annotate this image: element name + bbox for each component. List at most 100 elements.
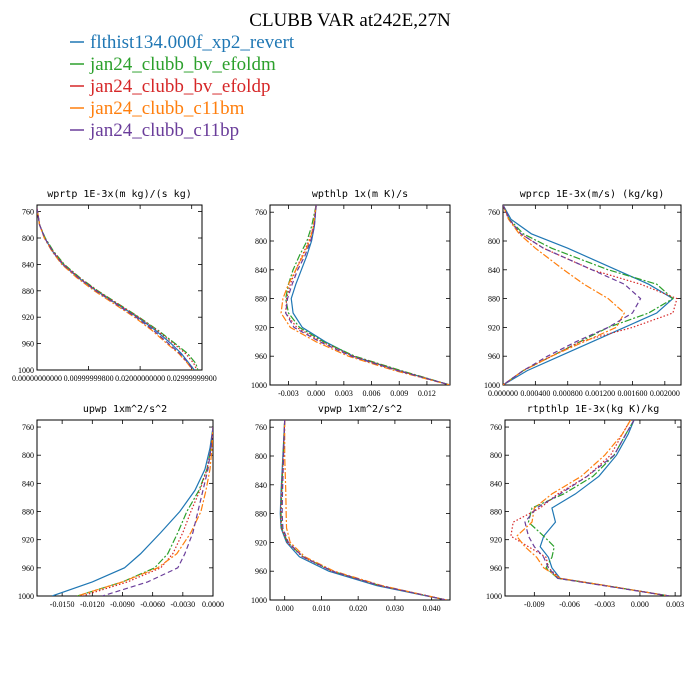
panel-title: upwp 1xm^2/s^2 bbox=[83, 404, 167, 415]
x-tick-label: -0.006 bbox=[559, 600, 580, 609]
series-line bbox=[37, 208, 195, 370]
y-tick-label: 760 bbox=[488, 208, 500, 217]
x-tick-label: -0.003 bbox=[278, 389, 299, 398]
panel-title: wpthlp 1x(m K)/s bbox=[312, 189, 408, 200]
x-tick-label: 0.02000000000 bbox=[115, 374, 165, 383]
y-tick-label: 920 bbox=[255, 538, 267, 547]
y-tick-label: 1000 bbox=[486, 592, 502, 601]
y-tick-label: 960 bbox=[22, 564, 34, 573]
y-tick-label: 880 bbox=[255, 295, 267, 304]
x-tick-label: 0.000800 bbox=[553, 389, 583, 398]
plot-frame bbox=[36, 204, 203, 371]
x-tick-label: 0.000000 bbox=[488, 389, 518, 398]
x-tick-label: 0.003 bbox=[335, 389, 353, 398]
series-line bbox=[539, 420, 670, 596]
x-tick-label: 0.00000000000 bbox=[12, 374, 62, 383]
y-tick-label: 960 bbox=[22, 340, 34, 349]
legend-label: jan24_clubb_bv_efoldp bbox=[89, 76, 270, 97]
x-tick-label: -0.0060 bbox=[140, 600, 165, 609]
y-tick-label: 800 bbox=[255, 237, 267, 246]
x-tick-label: 0.02999999900 bbox=[167, 374, 217, 383]
y-tick-label: 760 bbox=[255, 423, 267, 432]
y-tick-label: 880 bbox=[22, 287, 34, 296]
y-tick-label: 880 bbox=[22, 508, 34, 517]
plot-frame bbox=[269, 204, 451, 386]
x-tick-label: -0.0030 bbox=[170, 600, 195, 609]
series-line bbox=[285, 205, 450, 385]
y-tick-label: 880 bbox=[255, 510, 267, 519]
series-line bbox=[285, 205, 450, 385]
series-line bbox=[503, 205, 674, 385]
x-tick-label: 0.012 bbox=[418, 389, 436, 398]
y-tick-label: 1000 bbox=[251, 596, 267, 605]
series-line bbox=[37, 208, 194, 370]
x-tick-label: 0.020 bbox=[349, 604, 367, 613]
plot-frame bbox=[504, 419, 682, 597]
x-tick-label: 0.003 bbox=[666, 600, 684, 609]
y-tick-label: 800 bbox=[255, 452, 267, 461]
y-tick-label: 960 bbox=[255, 567, 267, 576]
y-tick-label: 840 bbox=[22, 260, 34, 269]
y-tick-label: 880 bbox=[488, 295, 500, 304]
y-tick-label: 800 bbox=[22, 234, 34, 243]
x-tick-label: 0.00999999800 bbox=[64, 374, 114, 383]
panels: wprtp 1E-3x(m kg)/(s kg) 760 800 840 880 920 9… bbox=[12, 189, 684, 613]
panel-3: wprcp 1E-3x(m/s) (kg/kg) 760 800 840 880 920 9… bbox=[484, 189, 682, 398]
y-tick-label: 1000 bbox=[484, 381, 500, 390]
x-tick-label: -0.009 bbox=[524, 600, 545, 609]
y-tick-label: 1000 bbox=[18, 366, 34, 375]
series-line bbox=[37, 208, 199, 370]
series-line bbox=[284, 420, 447, 600]
y-tick-label: 760 bbox=[22, 208, 34, 217]
panel-title: wprtp 1E-3x(m kg)/(s kg) bbox=[47, 189, 192, 200]
y-tick-label: 800 bbox=[488, 237, 500, 246]
series-line bbox=[280, 420, 447, 600]
x-tick-label: 0.006 bbox=[363, 389, 381, 398]
y-tick-label: 960 bbox=[255, 352, 267, 361]
y-tick-label: 760 bbox=[22, 423, 34, 432]
plot-frame bbox=[36, 419, 214, 597]
panel-1: wprtp 1E-3x(m kg)/(s kg) 760 800 840 880 920 9… bbox=[12, 189, 217, 383]
series-line bbox=[51, 426, 213, 596]
legend-label: jan24_clubb_c11bp bbox=[89, 120, 239, 141]
y-tick-label: 920 bbox=[255, 323, 267, 332]
x-tick-label: 0.040 bbox=[423, 604, 441, 613]
x-tick-label: -0.0150 bbox=[50, 600, 75, 609]
series-line bbox=[524, 420, 670, 596]
series-line bbox=[82, 426, 213, 596]
series-line bbox=[281, 420, 447, 600]
x-tick-label: 0.001200 bbox=[585, 389, 615, 398]
series-line bbox=[280, 420, 447, 600]
x-tick-label: 0.009 bbox=[390, 389, 408, 398]
series-line bbox=[527, 420, 670, 596]
legend: flthist134.000f_xp2_revertjan24_clubb_bv… bbox=[70, 32, 295, 141]
figure-title: CLUBB VAR at242E,27N bbox=[249, 10, 451, 31]
y-tick-label: 920 bbox=[22, 313, 34, 322]
plot-frame bbox=[269, 419, 451, 601]
y-tick-label: 840 bbox=[488, 266, 500, 275]
x-tick-label: 0.002000 bbox=[650, 389, 680, 398]
legend-label: jan24_clubb_bv_efoldm bbox=[89, 54, 276, 75]
y-tick-label: 880 bbox=[490, 508, 502, 517]
y-tick-label: 960 bbox=[490, 564, 502, 573]
x-tick-label: 0.0000 bbox=[202, 600, 224, 609]
x-tick-label: -0.0090 bbox=[110, 600, 135, 609]
y-tick-label: 760 bbox=[255, 208, 267, 217]
y-tick-label: 800 bbox=[22, 451, 34, 460]
legend-label: flthist134.000f_xp2_revert bbox=[90, 32, 295, 53]
x-tick-label: 0.010 bbox=[312, 604, 330, 613]
y-tick-label: 920 bbox=[488, 323, 500, 332]
y-tick-label: 840 bbox=[490, 479, 502, 488]
x-tick-label: 0.001600 bbox=[617, 389, 647, 398]
x-tick-label: 0.000400 bbox=[520, 389, 550, 398]
series-line bbox=[280, 205, 450, 385]
plot-frame bbox=[502, 204, 682, 386]
series-line bbox=[77, 427, 213, 596]
x-tick-label: 0.000 bbox=[631, 600, 649, 609]
y-tick-label: 920 bbox=[22, 536, 34, 545]
y-tick-label: 1000 bbox=[251, 381, 267, 390]
series-line bbox=[503, 205, 642, 385]
y-tick-label: 840 bbox=[22, 479, 34, 488]
panel-2: wpthlp 1x(m K)/s 760 800 840 880 920 960 1000 -0… bbox=[251, 189, 451, 398]
